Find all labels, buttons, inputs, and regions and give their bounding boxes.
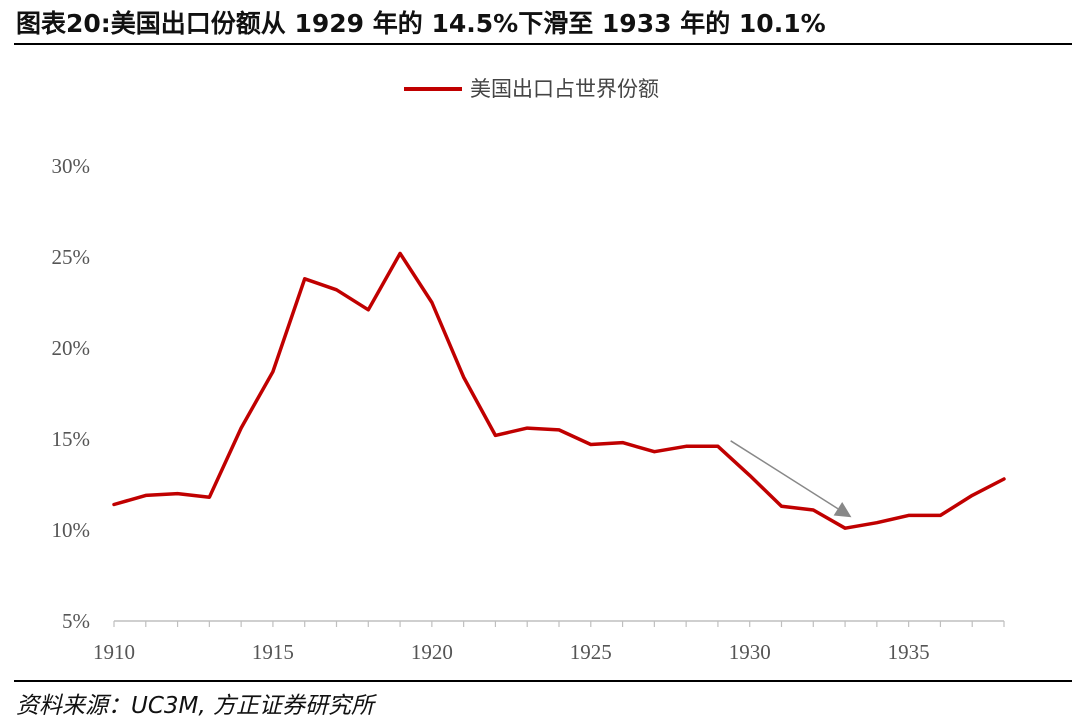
series-layer bbox=[112, 251, 1006, 530]
title-divider bbox=[14, 43, 1072, 45]
x-tick-label: 1920 bbox=[411, 640, 453, 664]
x-tick-label: 1935 bbox=[888, 640, 930, 664]
source-divider bbox=[14, 680, 1072, 682]
chart-title: 图表20:美国出口份额从 1929 年的 14.5%下滑至 1933 年的 10… bbox=[16, 9, 826, 38]
series-line bbox=[112, 251, 1006, 530]
y-tick-label: 25% bbox=[52, 245, 91, 269]
x-axis: 1910 1915 1920 1925 1930 1935 bbox=[93, 620, 1005, 664]
x-tick-label: 1925 bbox=[570, 640, 612, 664]
y-tick-label: 20% bbox=[52, 336, 91, 360]
x-tick-label: 1910 bbox=[93, 640, 135, 664]
y-axis: 5% 10% 15% 20% 25% 30% bbox=[52, 154, 91, 633]
annotation-layer bbox=[730, 440, 852, 518]
y-tick-label: 10% bbox=[52, 518, 91, 542]
legend-label: 美国出口占世界份额 bbox=[470, 77, 659, 101]
y-tick-label: 15% bbox=[52, 427, 91, 451]
annotation-arrowhead bbox=[833, 501, 852, 518]
source-note: 资料来源：UC3M, 方正证券研究所 bbox=[16, 693, 374, 719]
legend: 美国出口占世界份额 bbox=[404, 77, 659, 101]
x-tick-label: 1930 bbox=[729, 640, 771, 664]
y-tick-label: 30% bbox=[52, 154, 91, 178]
x-tick-label: 1915 bbox=[252, 640, 294, 664]
annotation-arrow-line bbox=[730, 440, 839, 510]
y-tick-label: 5% bbox=[62, 609, 90, 633]
line-chart: 美国出口占世界份额 5% 10% 15% 20% 25% 30% 1910 1915 1920… bbox=[52, 77, 1006, 664]
